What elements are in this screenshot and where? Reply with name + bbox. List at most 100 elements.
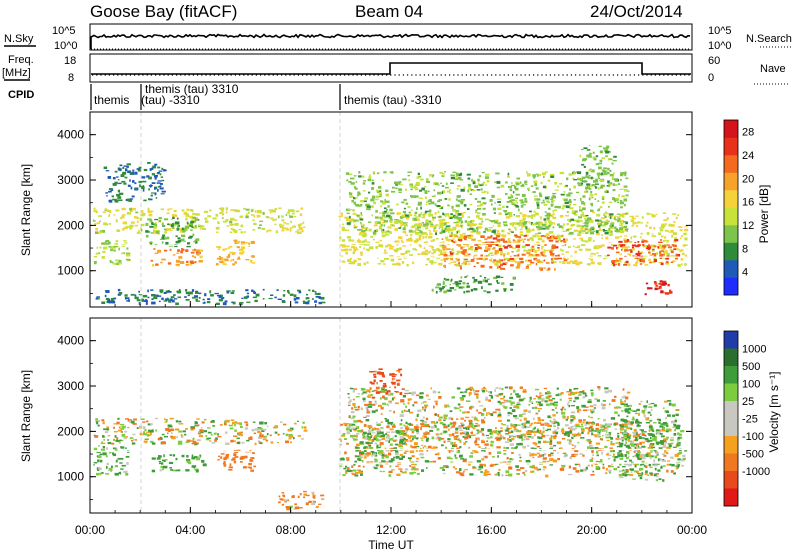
data-cell <box>499 393 501 396</box>
data-cell <box>96 420 101 422</box>
data-cell <box>193 256 197 259</box>
data-cell <box>520 199 524 202</box>
data-cell <box>184 213 189 215</box>
data-cell <box>639 251 644 254</box>
data-cell <box>443 247 445 251</box>
data-cell <box>460 276 463 279</box>
data-cell <box>450 252 454 255</box>
data-cell <box>308 289 311 292</box>
data-cell <box>555 394 560 397</box>
data-cell <box>497 230 500 233</box>
data-cell <box>239 248 243 252</box>
data-cell <box>126 165 129 168</box>
data-cell <box>681 252 685 255</box>
data-cell <box>303 301 308 304</box>
data-cell <box>467 221 471 223</box>
data-cell <box>608 234 611 236</box>
data-cell <box>221 297 224 300</box>
data-cell <box>569 399 572 402</box>
data-cell <box>394 452 399 456</box>
data-cell <box>497 471 500 475</box>
data-cell <box>443 419 446 421</box>
data-cell <box>479 463 484 467</box>
data-cell <box>671 442 674 445</box>
data-cell <box>536 429 539 433</box>
data-cell <box>544 211 547 213</box>
data-cell <box>490 436 493 439</box>
data-cell <box>238 302 243 306</box>
data-cell <box>136 217 139 220</box>
data-cell <box>476 229 479 232</box>
data-cell <box>457 437 460 440</box>
data-cell <box>352 220 356 223</box>
data-cell <box>411 463 415 466</box>
data-cell <box>535 253 540 257</box>
data-cell <box>299 213 303 216</box>
data-cell <box>621 410 624 412</box>
data-cell <box>498 419 502 422</box>
data-cell <box>550 421 555 424</box>
data-cell <box>529 250 532 252</box>
data-cell <box>473 180 475 182</box>
data-cell <box>380 228 383 232</box>
data-cell <box>474 185 479 188</box>
data-cell <box>460 222 463 225</box>
data-cell <box>191 465 197 468</box>
data-cell <box>589 447 595 449</box>
data-cell <box>469 422 473 426</box>
data-cell <box>513 406 518 409</box>
data-cell <box>612 183 615 186</box>
data-cell <box>95 211 99 214</box>
data-cell <box>579 464 581 468</box>
data-cell <box>428 220 432 223</box>
data-cell <box>360 214 363 217</box>
data-cell <box>443 425 448 429</box>
data-cell <box>438 254 441 256</box>
data-cell <box>426 178 429 181</box>
data-cell <box>555 421 560 424</box>
data-cell <box>182 228 187 230</box>
data-cell <box>556 387 559 390</box>
data-cell <box>353 260 356 263</box>
data-cell <box>595 247 600 249</box>
data-cell <box>170 218 173 221</box>
data-cell <box>640 232 643 235</box>
data-cell <box>226 453 229 457</box>
data-cell <box>521 438 523 442</box>
data-cell <box>533 195 538 197</box>
data-cell <box>537 398 542 400</box>
data-cell <box>340 212 343 216</box>
data-cell <box>556 237 560 240</box>
data-cell <box>117 429 122 432</box>
data-cell <box>598 208 601 211</box>
data-cell <box>380 421 383 423</box>
data-cell <box>511 184 516 187</box>
data-cell <box>659 257 662 259</box>
data-cell <box>166 236 170 240</box>
data-cell <box>632 255 635 257</box>
data-cell <box>542 440 547 443</box>
data-cell <box>391 431 395 433</box>
data-cell <box>622 466 626 468</box>
data-cell <box>468 394 471 397</box>
data-cell <box>277 442 279 444</box>
data-cell <box>288 437 292 440</box>
data-cell <box>478 258 483 260</box>
data-cell <box>653 436 657 439</box>
data-cell <box>597 172 601 175</box>
data-cell <box>356 426 360 429</box>
data-cell <box>551 261 554 264</box>
data-cell <box>103 166 108 170</box>
data-cell <box>98 445 100 447</box>
data-cell <box>107 210 112 212</box>
data-cell <box>599 179 604 181</box>
data-cell <box>550 452 554 455</box>
data-cell <box>262 212 265 215</box>
data-cell <box>158 300 161 303</box>
data-cell <box>433 189 436 192</box>
data-cell <box>149 168 152 171</box>
data-cell <box>170 230 173 232</box>
data-cell <box>432 218 435 222</box>
data-cell <box>222 263 227 266</box>
